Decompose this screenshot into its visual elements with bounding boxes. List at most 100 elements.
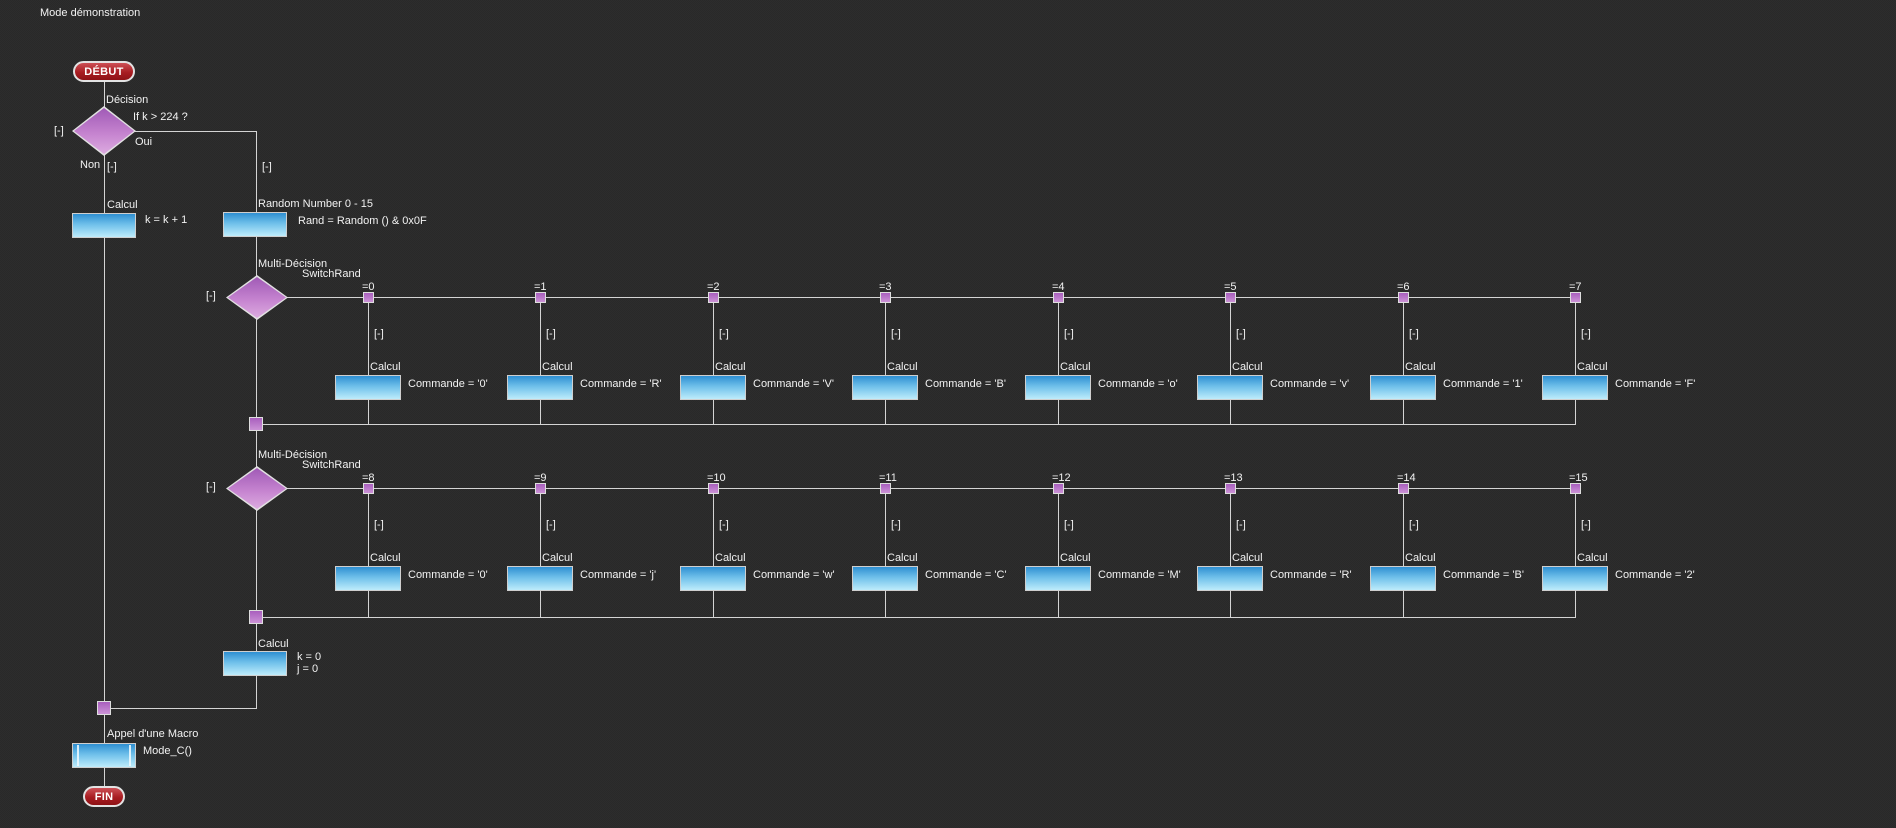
decision-border [72,106,136,156]
calc-reset-block[interactable] [223,651,287,676]
switch2-node[interactable] [226,466,288,511]
switch2-type-label: Multi-Décision [258,449,328,461]
macro-call-block[interactable] [72,743,136,768]
branch-case-label: =8 [362,472,375,484]
calc-type-label: Calcul [1232,361,1263,373]
branch-case-label: =1 [534,281,547,293]
bottom-merge-line [104,708,257,709]
collapse-toggle[interactable]: [-] [374,519,384,531]
switch2-merge-square[interactable] [249,610,263,624]
branch-line [540,297,541,424]
collapse-toggle[interactable]: [-] [206,290,216,302]
branch-case-label: =5 [1224,281,1237,293]
branch-connector-square[interactable] [1570,292,1581,303]
collapse-toggle[interactable]: [-] [546,519,556,531]
branch-line [1230,297,1231,424]
calc-block[interactable] [1370,375,1436,400]
branch-connector-square[interactable] [1225,292,1236,303]
calc-block[interactable] [1197,375,1263,400]
collapse-toggle[interactable]: [-] [891,519,901,531]
branch-connector-square[interactable] [880,292,891,303]
calc-type-label: Calcul [1405,552,1436,564]
collapse-toggle[interactable]: [-] [1409,519,1419,531]
decision-fill [74,108,134,154]
calc-expression: Commande = '0' [408,569,488,581]
collapse-toggle[interactable]: [-] [206,481,216,493]
collapse-toggle[interactable]: [-] [1409,328,1419,340]
calc-block[interactable] [335,566,401,591]
branch-connector-square[interactable] [363,483,374,494]
switch1-merge-square[interactable] [249,417,263,431]
calc-block[interactable] [1197,566,1263,591]
calc-increment-block[interactable] [72,213,136,238]
calc-expression: Commande = 'B' [1443,569,1524,581]
branch-connector-square[interactable] [535,292,546,303]
collapse-toggle[interactable]: [-] [1064,328,1074,340]
calc-type-label: Calcul [887,361,918,373]
switch2-fill [228,468,286,509]
start-node[interactable]: DÉBUT [73,61,135,82]
calc-type-label: Calcul [1060,552,1091,564]
calc-block[interactable] [1542,375,1608,400]
calc-block[interactable] [680,566,746,591]
calc-block[interactable] [1025,566,1091,591]
branch-line [885,488,886,617]
collapse-toggle[interactable]: [-] [546,328,556,340]
collapse-toggle[interactable]: [-] [1064,519,1074,531]
end-node[interactable]: FIN [83,786,125,807]
branch-connector-square[interactable] [1053,483,1064,494]
calc-expression: Commande = 'B' [925,378,1006,390]
calc-block[interactable] [852,566,918,591]
collapse-toggle[interactable]: [-] [262,161,272,173]
branch-connector-square[interactable] [708,483,719,494]
decision-node[interactable] [72,106,136,156]
calc-expression: Commande = 'R' [580,378,662,390]
collapse-toggle[interactable]: [-] [1581,519,1591,531]
calc-block[interactable] [852,375,918,400]
calc-reset-line2: j = 0 [297,663,319,675]
switch2-border [226,466,288,511]
collapse-toggle[interactable]: [-] [1581,328,1591,340]
calc-block[interactable] [1370,566,1436,591]
collapse-toggle[interactable]: [-] [891,328,901,340]
branch-line [1403,488,1404,617]
bottom-merge-square[interactable] [97,701,111,715]
branch-connector-square[interactable] [1398,483,1409,494]
calc-expression: Commande = 'v' [1270,378,1350,390]
branch-connector-square[interactable] [708,292,719,303]
calc-block[interactable] [507,375,573,400]
branch-case-label: =4 [1052,281,1065,293]
switch1-node[interactable] [226,275,288,320]
calc-expression: Commande = 'R' [1270,569,1352,581]
branch-case-label: =15 [1569,472,1588,484]
branch-case-label: =2 [707,281,720,293]
branch-line [1575,297,1576,424]
branch-connector-square[interactable] [880,483,891,494]
calc-block[interactable] [335,375,401,400]
branch-connector-square[interactable] [1225,483,1236,494]
calc-block[interactable] [1542,566,1608,591]
collapse-toggle[interactable]: [-] [374,328,384,340]
calc-block[interactable] [680,375,746,400]
collapse-toggle[interactable]: [-] [1236,328,1246,340]
calc-block[interactable] [1025,375,1091,400]
calc-type-label: Calcul [370,361,401,373]
collapse-toggle[interactable]: [-] [107,161,117,173]
calc-block[interactable] [507,566,573,591]
collapse-toggle[interactable]: [-] [719,328,729,340]
calc-type-label: Calcul [1577,552,1608,564]
branch-connector-square[interactable] [535,483,546,494]
branch-connector-square[interactable] [363,292,374,303]
collapse-toggle[interactable]: [-] [54,125,64,137]
decision-type-label: Décision [106,94,149,106]
branch-connector-square[interactable] [1570,483,1581,494]
switch1-fill [228,277,286,318]
branch-connector-square[interactable] [1053,292,1064,303]
random-expression: Rand = Random () & 0x0F [298,215,427,227]
branch-connector-square[interactable] [1398,292,1409,303]
collapse-toggle[interactable]: [-] [1236,519,1246,531]
collapse-toggle[interactable]: [-] [719,519,729,531]
random-block[interactable] [223,212,287,237]
calc-type-label: Calcul [1232,552,1263,564]
